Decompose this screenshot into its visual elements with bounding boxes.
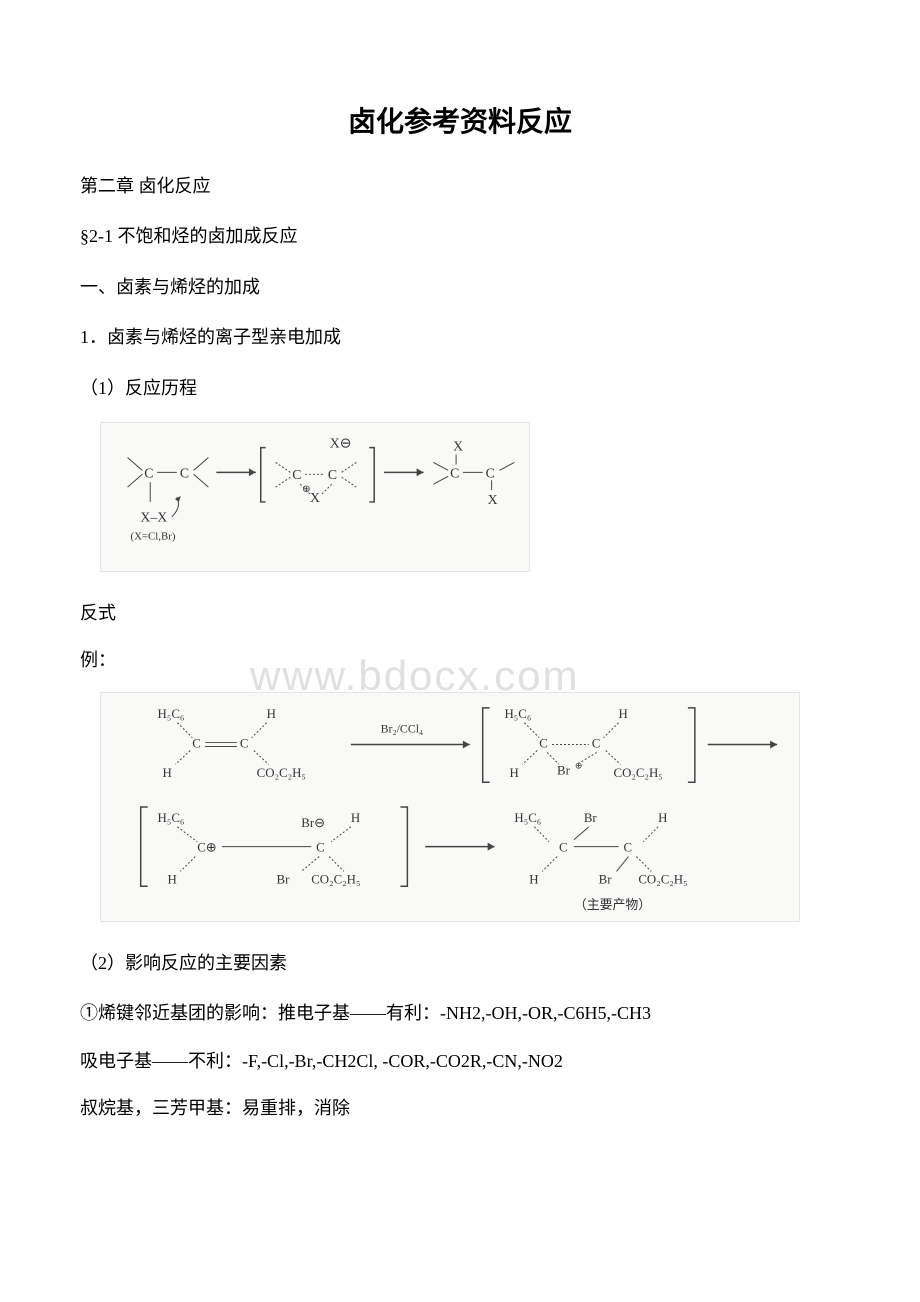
carbon-label: C xyxy=(592,736,601,750)
h-label: H xyxy=(658,811,667,825)
diagram-1-container: C C X–X (X=Cl,Br) X⊖ C ⊕ xyxy=(100,422,840,572)
c-plus-label: C⊕ xyxy=(197,840,216,854)
chapter-heading: 第二章 卤化反应 xyxy=(80,170,840,202)
factor-3: 叔烷基，三芳甲基：易重排，消除 xyxy=(80,1092,840,1124)
br2-ccl4-label: Br₂/CCl₄ xyxy=(381,721,424,735)
carbon-label: C xyxy=(328,467,337,482)
co2c2h5-label: CO₂C₂H₅ xyxy=(614,766,663,780)
x-label: X xyxy=(310,490,320,505)
reaction-mechanism-diagram-1: C C X–X (X=Cl,Br) X⊖ C ⊕ xyxy=(100,422,530,572)
x-x-label: X–X xyxy=(140,510,167,525)
x-clbr-label: (X=Cl,Br) xyxy=(130,530,175,542)
carbon-label: C xyxy=(539,736,548,750)
trans-label: 反式 xyxy=(80,597,840,629)
h5c6-label: H₅C₆ xyxy=(505,707,532,721)
br-label: Br xyxy=(599,872,613,886)
carbon-label: C xyxy=(292,467,301,482)
carbon-label: C xyxy=(144,465,153,480)
carbon-label: C xyxy=(240,736,249,750)
h-label: H xyxy=(267,707,276,721)
co2c2h5-label: CO₂C₂H₅ xyxy=(311,872,360,886)
carbon-label: C xyxy=(559,840,568,854)
page-title: 卤化参考资料反应 xyxy=(80,100,840,140)
x-top-label: X xyxy=(453,439,463,454)
subitem-1: （1）反应历程 xyxy=(80,372,840,404)
reaction-example-diagram-2: H₅C₆ H C C H CO₂C₂H₅ Br₂/CCl₄ H₅C₆ H C C xyxy=(100,692,800,922)
h-label: H xyxy=(529,872,538,886)
item-1: 1．卤素与烯烃的离子型亲电加成 xyxy=(80,321,840,353)
br-label: Br xyxy=(277,872,291,886)
diagram-2-container: www.bdocx.com H₅C₆ H C C H CO₂C₂H₅ Br₂/C… xyxy=(100,692,840,922)
h-label: H xyxy=(163,766,172,780)
h-label: H xyxy=(351,811,360,825)
h-label: H xyxy=(509,766,518,780)
br-label: Br xyxy=(557,763,571,777)
carbon-label: C xyxy=(180,465,189,480)
carbon-label: C xyxy=(192,736,201,750)
br-label: Br xyxy=(584,811,598,825)
factor-2: 吸电子基——不利：-F,-Cl,-Br,-CH2Cl, -COR,-CO2R,-… xyxy=(80,1045,840,1077)
co2c2h5-label: CO₂C₂H₅ xyxy=(638,872,687,886)
plus-label: ⊕ xyxy=(575,760,582,770)
x-minus-label: X⊖ xyxy=(330,436,352,451)
co2c2h5-label: CO₂C₂H₅ xyxy=(257,766,306,780)
br-minus-label: Br⊖ xyxy=(301,816,325,830)
main-product-label: （主要产物） xyxy=(574,898,651,912)
subsection-heading: 一、卤素与烯烃的加成 xyxy=(80,271,840,303)
carbon-label: C xyxy=(316,840,325,854)
carbon-label: C xyxy=(450,465,459,480)
h5c6-label: H₅C₆ xyxy=(158,811,185,825)
h-label: H xyxy=(167,872,176,886)
watermark-text: www.bdocx.com xyxy=(250,652,579,700)
carbon-label: C xyxy=(486,465,495,480)
subitem-2: （2）影响反应的主要因素 xyxy=(80,947,840,979)
factor-1: ①烯键邻近基团的影响：推电子基——有利：-NH2,-OH,-OR,-C6H5,-… xyxy=(80,997,840,1029)
h-label: H xyxy=(619,707,628,721)
x-bottom-label: X xyxy=(488,492,498,507)
carbon-label: C xyxy=(623,840,632,854)
h5c6-label: H₅C₆ xyxy=(158,707,185,721)
section-heading: §2-1 不饱和烃的卤加成反应 xyxy=(80,220,840,252)
h5c6-label: H₅C₆ xyxy=(514,811,541,825)
